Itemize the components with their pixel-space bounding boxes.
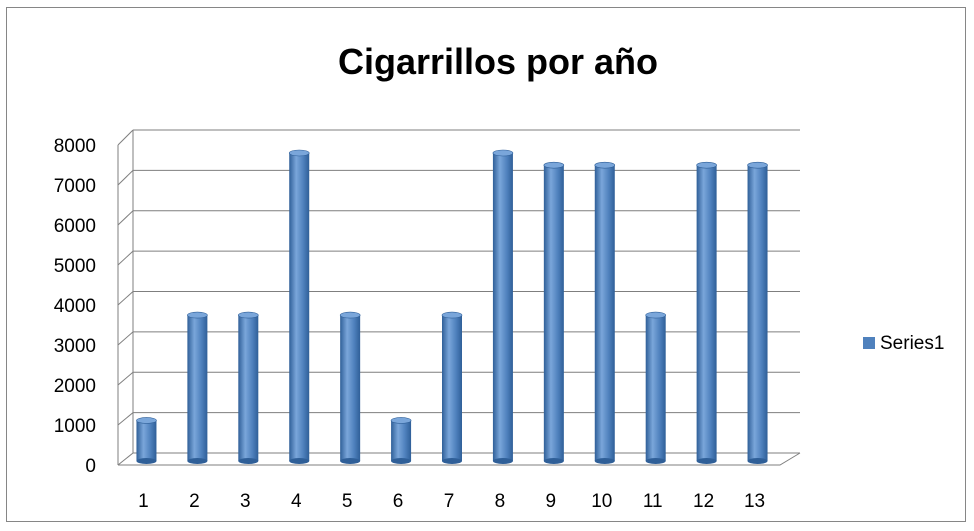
gridline-side: [117, 331, 134, 346]
bar: [288, 149, 310, 464]
x-tick-label: 2: [189, 491, 200, 512]
y-tick-label: 4000: [54, 296, 96, 317]
x-tick-label: 3: [240, 491, 251, 512]
gridline-side: [117, 170, 134, 186]
gridline-side: [117, 210, 134, 226]
bar: [339, 311, 361, 464]
bar: [238, 311, 259, 464]
y-tick-label: 7000: [54, 176, 96, 197]
bars: [136, 149, 768, 464]
chart-title: Cigarrillos por año: [338, 41, 658, 82]
y-tick-label: 2000: [54, 376, 96, 397]
x-tick-label: 11: [643, 491, 663, 512]
bar: [543, 161, 565, 464]
x-tick-label: 10: [591, 491, 612, 512]
legend-label: Series1: [880, 333, 944, 354]
bar: [645, 311, 666, 464]
bar: [136, 417, 157, 464]
bar: [492, 149, 514, 464]
gridline-side: [117, 371, 134, 386]
x-tick-label: 6: [393, 491, 404, 512]
x-tick-label: 5: [342, 491, 353, 512]
bar: [696, 161, 717, 464]
y-tick-label: 1000: [54, 416, 96, 437]
y-tick-label: 0: [85, 456, 96, 477]
x-tick-label: 13: [744, 491, 765, 512]
bar: [390, 417, 412, 464]
x-tick-label: 9: [546, 491, 557, 512]
x-tick-label: 7: [444, 491, 455, 512]
y-tick-label: 5000: [54, 256, 96, 277]
chart-frame: [6, 7, 966, 522]
gridline-side: [117, 129, 134, 146]
x-tick-label: 4: [291, 491, 302, 512]
bar: [187, 311, 208, 464]
x-tick-label: 8: [495, 491, 506, 512]
bar: [747, 161, 768, 464]
gridline-side: [117, 412, 134, 426]
legend: Series1: [863, 333, 944, 354]
y-tick-label: 8000: [54, 136, 96, 157]
legend-swatch: [863, 337, 875, 349]
y-tick-label: 3000: [54, 336, 96, 357]
bar: [441, 311, 463, 464]
y-axis-ticks: 0 1000 2000 3000 4000 5000 6000 7000 8000: [54, 136, 96, 477]
y-tick-label: 6000: [54, 216, 96, 237]
gridline-side: [117, 452, 134, 466]
gridline-side: [117, 250, 134, 266]
x-axis-ticks: 1 2 3 4 5 6 7 8 9 10 11 12 13: [138, 491, 765, 512]
gridline-side: [117, 291, 134, 306]
x-tick-label: 1: [138, 491, 149, 512]
bar: [594, 161, 616, 464]
floor-edge: [118, 452, 801, 466]
x-tick-label: 12: [693, 491, 714, 512]
